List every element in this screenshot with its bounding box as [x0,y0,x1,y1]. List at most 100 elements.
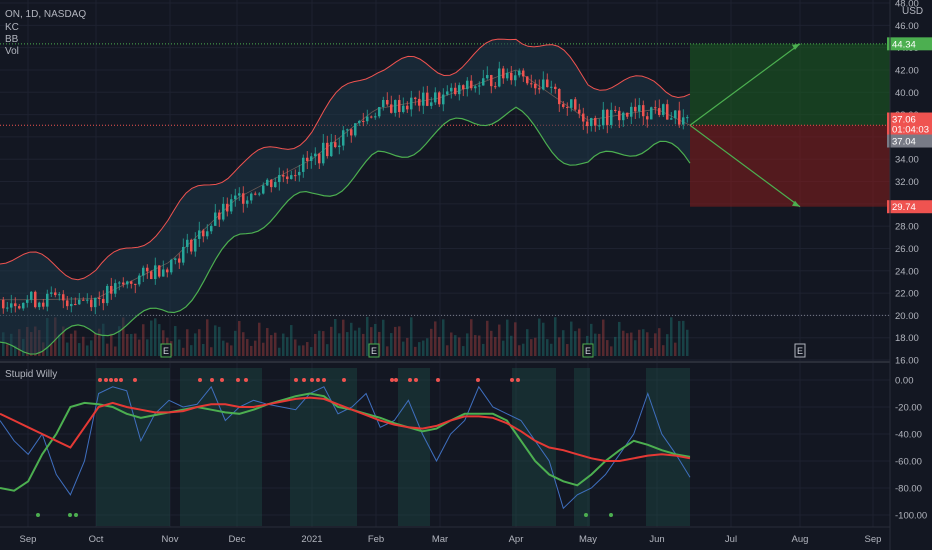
candle-body [598,125,601,127]
candle-body [250,193,253,201]
osc-top-dot [210,378,214,382]
volume-bar [470,319,473,356]
candle-body [670,118,673,120]
price-label-bg [887,122,932,136]
volume-bar [510,335,513,356]
candle-body [66,300,69,307]
volume-bar [142,324,145,356]
price-label: 44.34 [892,39,916,50]
candle-body [402,105,405,113]
y-tick-label: 34.00 [895,155,919,166]
volume-bar [438,336,441,356]
volume-bar [322,331,325,356]
osc-top-dot [244,378,248,382]
price-label: 01:04:03 [892,125,929,136]
volume-bar [6,344,9,356]
volume-bar [350,322,353,356]
candle-body [426,92,429,106]
volume-bar [186,329,189,356]
candle-body [10,303,13,308]
y-tick-label: 48.00 [895,0,919,10]
volume-bar [506,319,509,356]
volume-bar [462,346,465,356]
volume-bar [522,343,525,356]
earnings-marker[interactable] [794,343,806,358]
candle-body [678,110,681,125]
volume-bar [78,343,81,356]
volume-bar [374,323,377,356]
volume-bar [206,319,209,356]
volume-bar [154,318,157,356]
osc-y-tick-label: -80.00 [895,484,922,495]
volume-bar [362,333,365,356]
candle-body [506,72,509,79]
price-label: 37.04 [892,137,916,148]
volume-bar [294,339,297,356]
candle-body [238,193,241,196]
volume-bar [390,333,393,356]
candle-body [74,303,77,305]
osc-top-dot [436,378,440,382]
earnings-marker[interactable] [160,343,172,358]
osc-zone [290,368,357,526]
candle-body [38,302,41,308]
x-tick-label: 2021 [301,534,322,545]
earnings-marker[interactable] [582,343,594,358]
candle-body [418,98,421,106]
profit-zone[interactable] [690,43,890,126]
volume-bar [394,326,397,356]
volume-bar [250,345,253,356]
osc-top-dot [119,378,123,382]
volume-bar [566,344,569,356]
volume-bar [634,340,637,356]
osc-bottom-dot [584,513,588,517]
earnings-marker-label: E [371,346,377,356]
volume-bar [434,321,437,356]
indicator-bb[interactable]: BB [5,34,19,45]
subpane-title[interactable]: Stupid Willy [5,369,57,380]
position-tool[interactable] [0,43,890,316]
volume-bar [538,318,541,356]
volume-bar [174,326,177,356]
volume-bar [594,333,597,356]
volume-bar [202,343,205,356]
candle-body [482,78,485,86]
candle-body [554,86,557,90]
candle-body [450,87,453,92]
indicator-kc[interactable]: KC [5,22,19,33]
candle-body [382,99,385,108]
candle-body [434,92,437,103]
volume-bar [178,339,181,356]
candles [2,61,689,315]
volume-bar [442,319,445,356]
x-tick-label: Aug [792,534,809,545]
candle-body [430,102,433,106]
candle-body [454,87,457,95]
candle-body [310,156,313,161]
candle-body [214,212,217,226]
candle-body [46,293,49,307]
indicator-vol[interactable]: Vol [5,46,19,57]
candle-body [166,269,169,273]
loss-zone[interactable] [690,125,890,207]
volume-bar [422,340,425,356]
candle-body [442,94,445,105]
volume-bar [102,323,105,356]
volume-bar [402,341,405,356]
x-tick-label: Apr [509,534,524,545]
osc-top-dot [342,378,346,382]
osc-y-tick-label: -40.00 [895,430,922,441]
candle-body [102,298,105,304]
volume-bar [162,330,165,356]
earnings-marker[interactable] [368,343,380,358]
candle-body [346,129,349,131]
candle-body [186,239,189,247]
volume-bar [670,317,673,356]
volume-bar [410,317,413,356]
candle-body [350,129,353,136]
osc-top-dot [98,378,102,382]
candle-body [606,109,609,125]
volume-bar [242,332,245,356]
volume-bar [358,327,361,356]
